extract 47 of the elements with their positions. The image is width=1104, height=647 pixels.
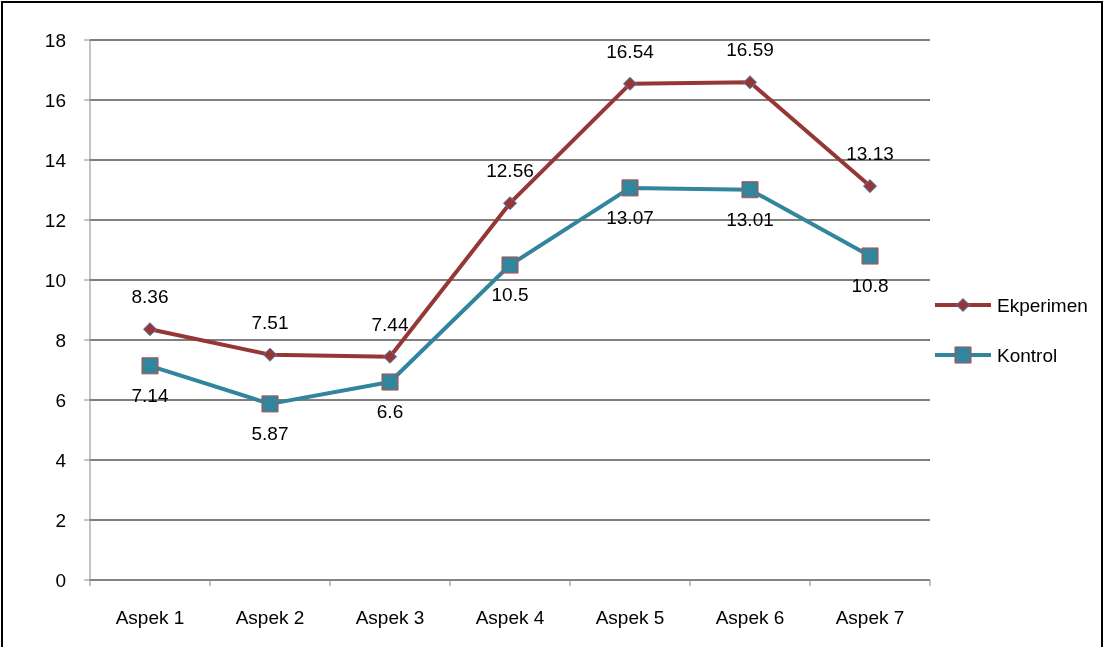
x-tick-label: Aspek 7 [835, 607, 905, 628]
point [142, 322, 158, 337]
y-tick-label: 12 [44, 209, 66, 231]
data-label: 10.5 [491, 284, 529, 305]
y-tick-label: 2 [55, 509, 66, 531]
data-label: 7.44 [371, 313, 409, 335]
point [622, 76, 638, 91]
point [141, 357, 159, 375]
point [742, 75, 758, 90]
y-tick-label: 6 [55, 389, 66, 411]
data-label: 13.13 [846, 143, 894, 165]
x-tick-label: Aspek 2 [235, 607, 305, 628]
y-tick-label: 16 [44, 89, 66, 111]
point [861, 247, 879, 265]
data-label: 6.6 [376, 401, 404, 422]
point [502, 196, 518, 211]
point [262, 347, 278, 362]
x-tick-label: Aspek 6 [715, 607, 785, 628]
point [862, 179, 878, 194]
y-tick-label: 0 [55, 569, 66, 591]
legend-label: Ekperimen [997, 294, 1088, 316]
y-tick-label: 18 [44, 29, 66, 51]
point [382, 349, 398, 364]
x-tick-label: Aspek 3 [355, 607, 425, 628]
data-label: 12.56 [486, 160, 534, 182]
point [741, 181, 759, 199]
data-label: 7.51 [251, 311, 289, 333]
point [621, 179, 639, 197]
x-tick-label: Aspek 1 [115, 607, 185, 628]
data-label: 16.54 [606, 40, 655, 62]
data-label: 7.14 [131, 384, 169, 406]
y-tick-label: 14 [44, 149, 67, 171]
data-label: 5.87 [251, 422, 289, 444]
x-tick-label: Aspek 4 [475, 607, 545, 628]
y-tick-label: 8 [55, 329, 66, 351]
point [501, 256, 519, 274]
y-tick-label: 4 [55, 449, 67, 471]
point [381, 373, 399, 391]
data-label: 16.59 [726, 39, 774, 61]
x-tick-label: Aspek 5 [595, 607, 665, 628]
data-label: 8.36 [131, 286, 169, 308]
point [261, 395, 279, 413]
legend-label: Kontrol [997, 344, 1058, 366]
data-label: 10.8 [851, 275, 889, 296]
y-tick-label: 10 [44, 269, 66, 291]
data-label: 13.07 [606, 206, 654, 228]
data-label: 13.01 [726, 208, 774, 230]
